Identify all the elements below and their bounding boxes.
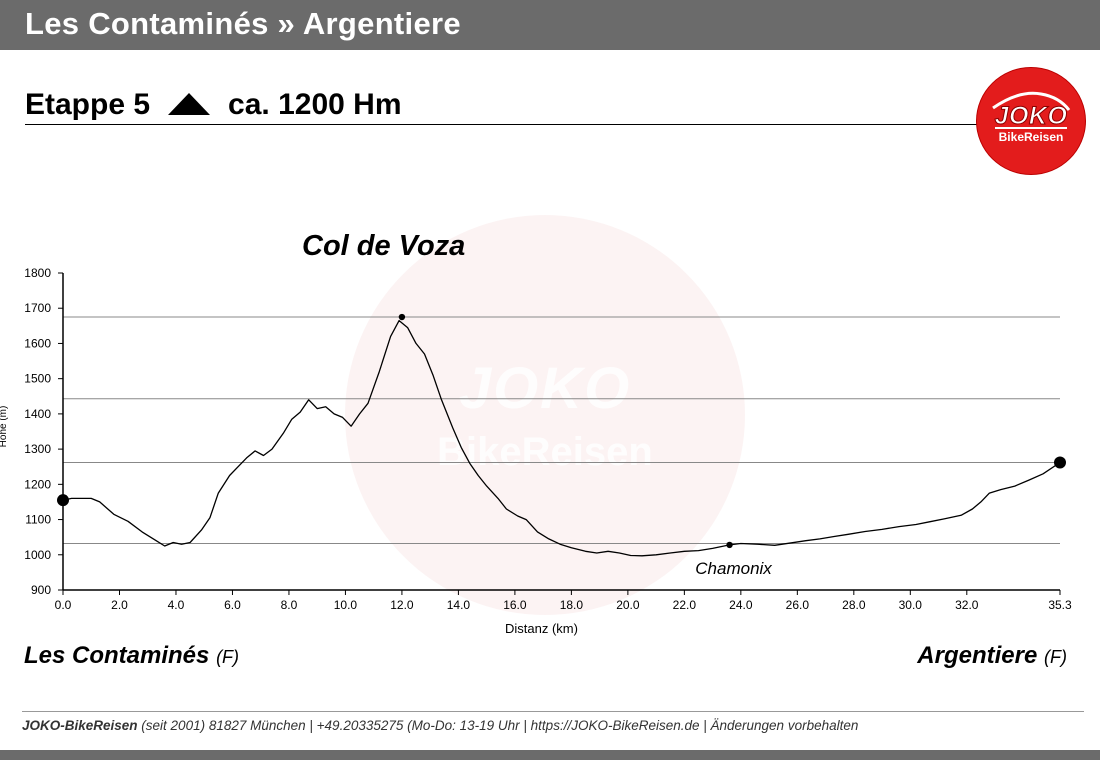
x-tick-label: 4.0 <box>168 598 185 612</box>
y-tick-label: 1200 <box>24 477 51 491</box>
y-tick-label: 1300 <box>24 442 51 456</box>
bottom-bar <box>0 750 1100 760</box>
x-tick-label: 6.0 <box>224 598 241 612</box>
x-tick-label: 28.0 <box>842 598 866 612</box>
y-tick-label: 1400 <box>24 407 51 421</box>
x-axis-label: Distanz (km) <box>505 621 578 636</box>
y-axis-label: Höhe (m) <box>0 406 9 448</box>
y-tick-label: 1700 <box>24 301 51 315</box>
end-place-name: Argentiere <box>917 642 1038 669</box>
watermark-brand: JOKO <box>458 356 632 421</box>
x-tick-label: 22.0 <box>673 598 697 612</box>
stage-label: Etappe 5 <box>25 88 151 121</box>
pass-label: Col de Voza <box>302 230 466 262</box>
x-tick-label: 2.0 <box>111 598 128 612</box>
end-place: Argentiere (F) <box>917 642 1067 670</box>
end-place-country: (F) <box>1044 647 1067 667</box>
x-tick-label: 32.0 <box>955 598 979 612</box>
header-bar: Les Contaminés » Argentiere <box>0 0 1100 50</box>
triangle-up-icon <box>168 93 211 116</box>
x-tick-label: 8.0 <box>281 598 298 612</box>
x-tick-label: 18.0 <box>560 598 584 612</box>
logo-sub: BikeReisen <box>998 130 1064 144</box>
x-tick-label: 16.0 <box>503 598 527 612</box>
x-tick-label: 24.0 <box>729 598 753 612</box>
x-tick-label: 35.3 <box>1048 598 1072 612</box>
x-tick-label: 14.0 <box>447 598 471 612</box>
point-marker <box>57 494 69 507</box>
point-marker <box>726 541 733 549</box>
logo-swoosh-icon <box>992 91 1071 111</box>
stage-heading: Etappe 5 ca. 1200 Hm <box>25 88 402 122</box>
elevation-line <box>62 319 1061 557</box>
y-tick-label: 1800 <box>24 266 51 280</box>
y-tick-label: 1600 <box>24 336 51 350</box>
logo-rule <box>995 127 1067 129</box>
page-title: Les Contaminés » Argentiere <box>25 6 461 41</box>
x-tick-label: 20.0 <box>616 598 640 612</box>
watermark-circle <box>345 215 745 615</box>
footer-divider <box>22 711 1084 712</box>
logo-brand: JOKO <box>994 102 1068 131</box>
joko-logo: JOKO BikeReisen <box>976 67 1086 175</box>
x-tick-label: 30.0 <box>899 598 923 612</box>
y-tick-label: 1100 <box>25 513 51 527</box>
town-label: Chamonix <box>695 559 772 578</box>
watermark-sub: BikeReisen <box>437 430 653 474</box>
stage-divider <box>25 124 980 125</box>
footer-text: (seit 2001) 81827 München | +49.20335275… <box>137 718 859 733</box>
y-tick-label: 1000 <box>24 548 51 562</box>
start-place-name: Les Contaminés <box>24 642 210 669</box>
y-tick-label: 900 <box>31 583 51 597</box>
point-marker <box>1054 456 1066 469</box>
footer-brand: JOKO-BikeReisen <box>22 718 138 733</box>
start-place-country: (F) <box>216 647 240 667</box>
footer: JOKO-BikeReisen (seit 2001) 81827 Münche… <box>22 718 858 733</box>
stage-ascent: ca. 1200 Hm <box>228 88 402 121</box>
start-place: Les Contaminés (F) <box>24 642 239 670</box>
point-marker <box>398 313 406 321</box>
x-tick-label: 12.0 <box>390 598 414 612</box>
y-tick-label: 1500 <box>24 372 51 386</box>
x-tick-label: 10.0 <box>334 598 358 612</box>
x-tick-label: 26.0 <box>786 598 810 612</box>
x-tick-label: 0.0 <box>55 598 72 612</box>
